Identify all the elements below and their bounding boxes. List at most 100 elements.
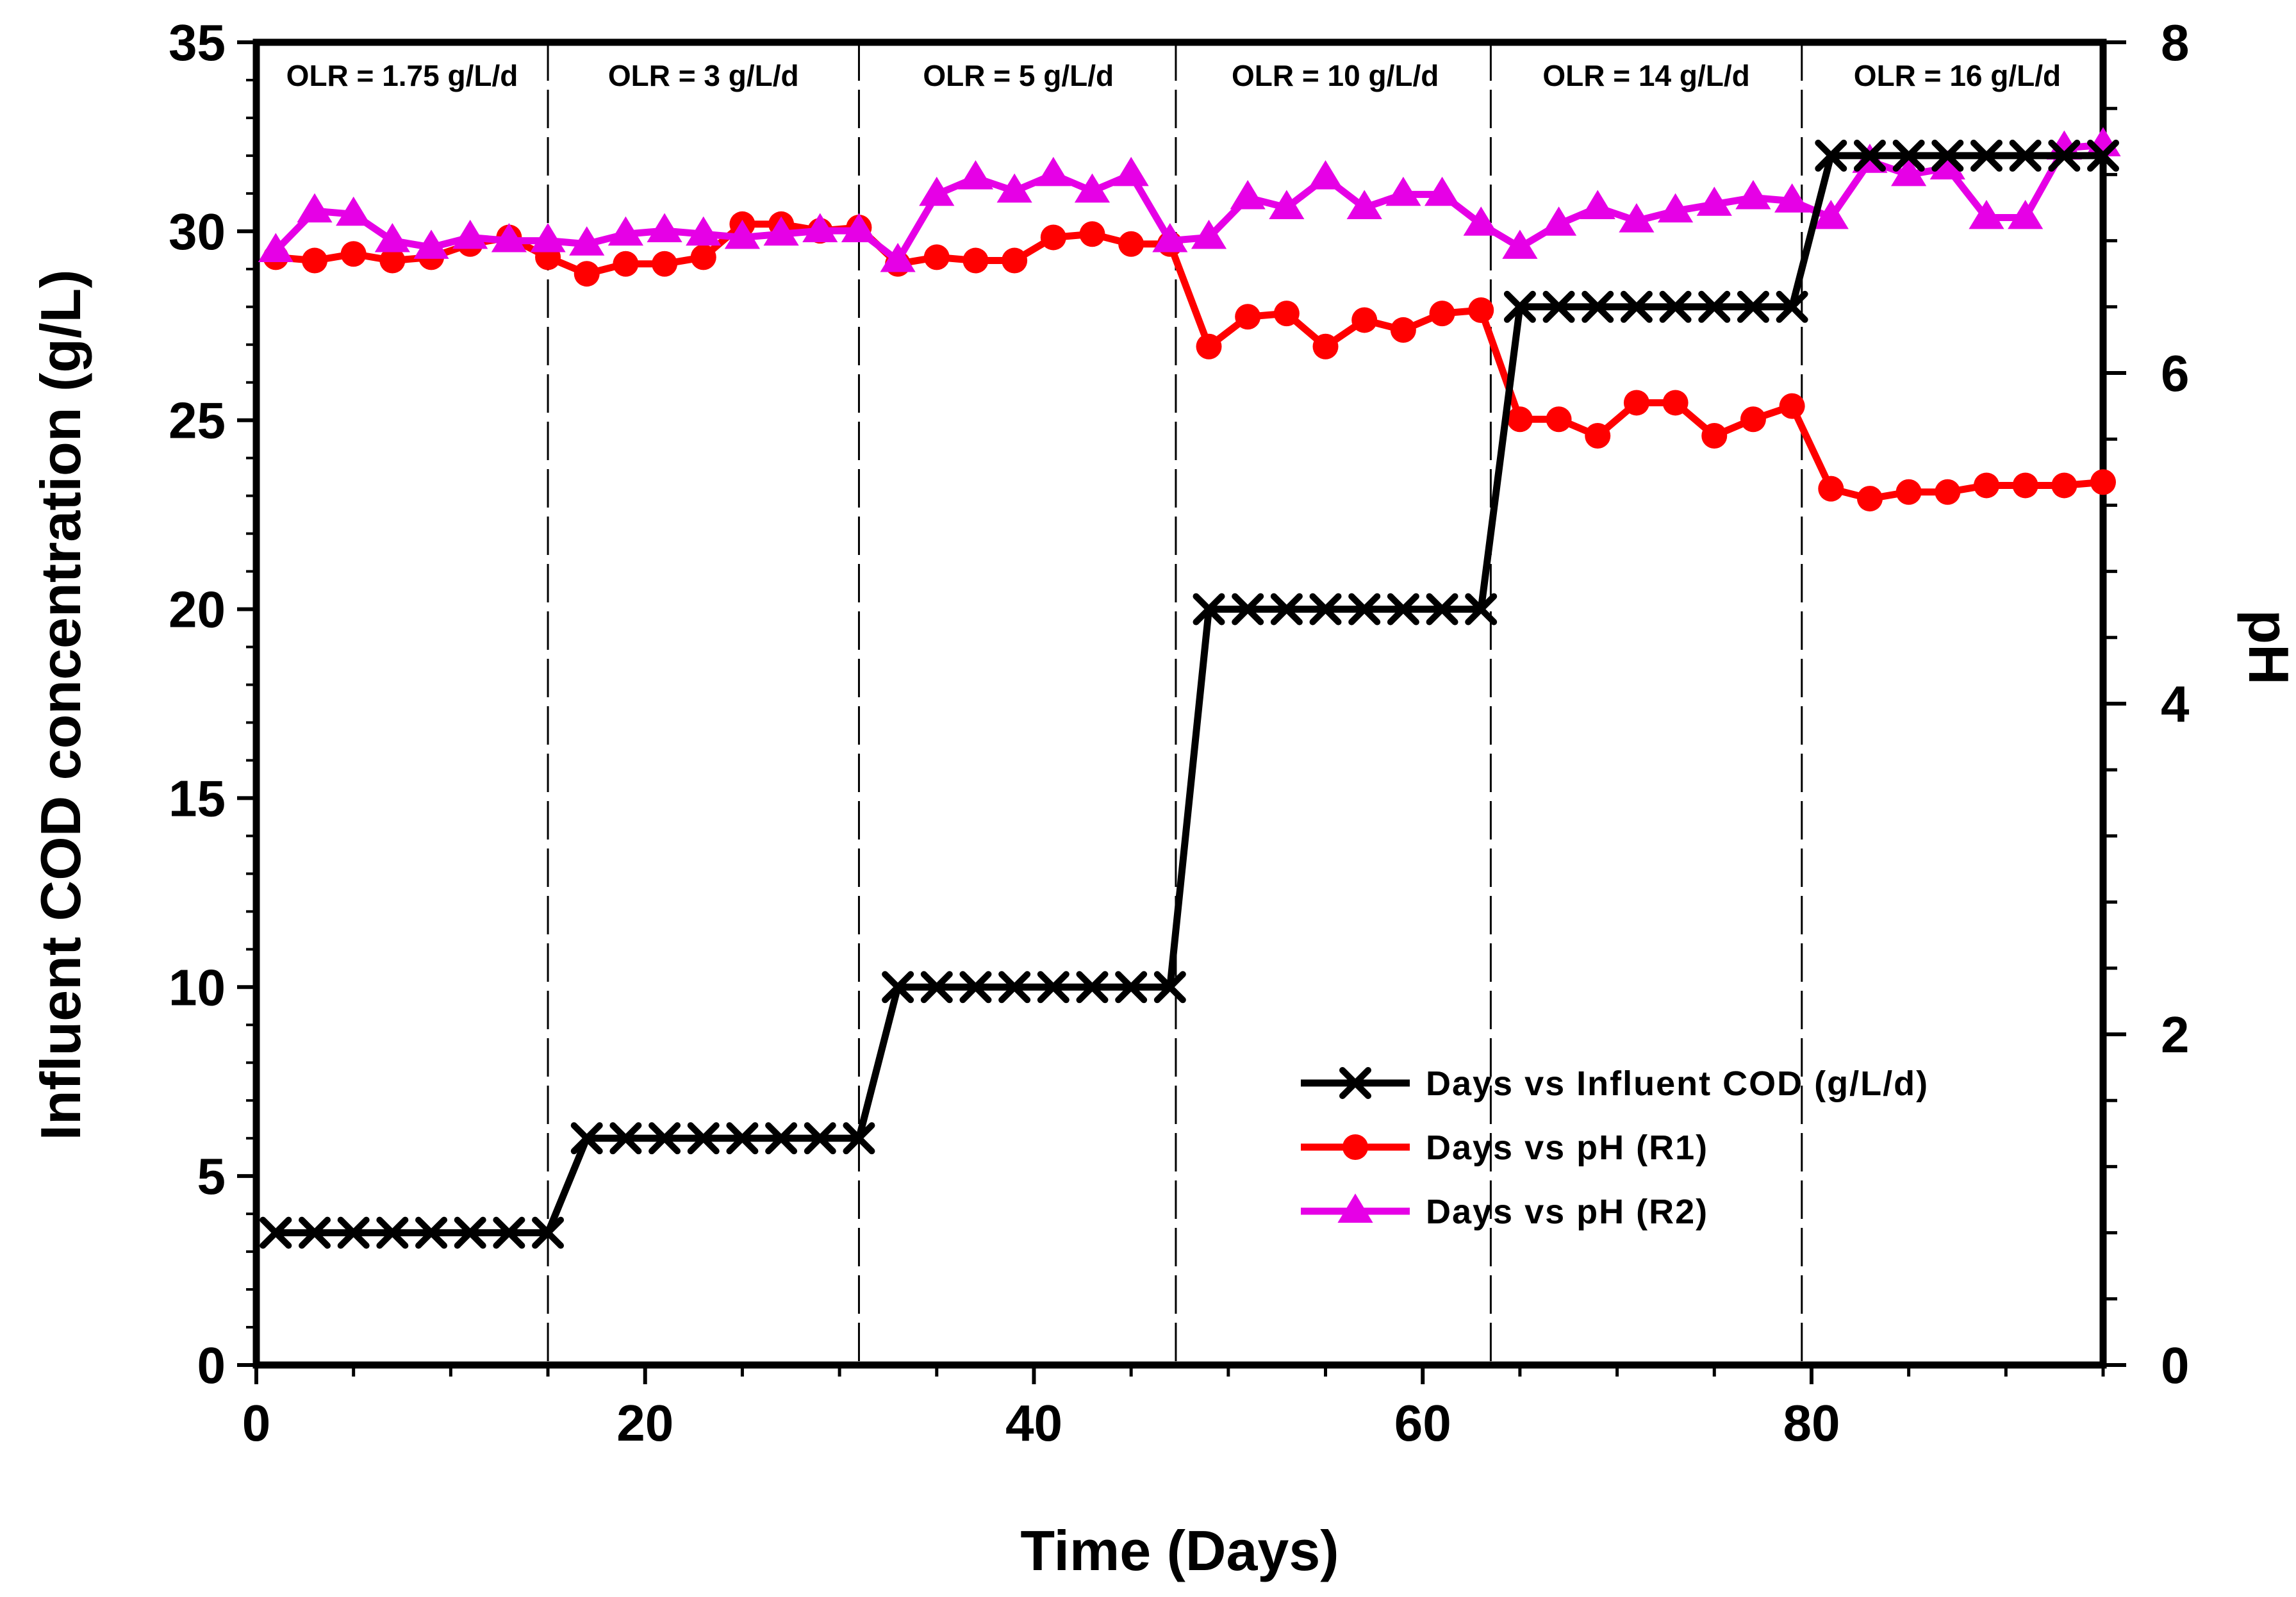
data-point	[919, 176, 955, 206]
data-point	[454, 1216, 486, 1249]
data-point-stroke	[1076, 971, 1109, 1004]
data-point	[1659, 290, 1692, 323]
data-point	[1348, 593, 1381, 625]
data-point-stroke	[2048, 139, 2081, 172]
data-point	[1002, 247, 1028, 274]
data-point	[1426, 593, 1458, 625]
x-tick-label: 60	[1394, 1394, 1451, 1452]
data-point-stroke	[804, 1122, 836, 1155]
data-point	[1856, 486, 1883, 512]
data-point	[652, 251, 678, 277]
data-point	[452, 219, 488, 249]
data-point-stroke	[765, 1122, 798, 1155]
legend-item: Days vs pH (R2)	[1301, 1193, 1708, 1231]
data-point	[609, 1122, 642, 1155]
data-point	[1465, 593, 1498, 625]
data-point	[2087, 139, 2119, 172]
data-point-stroke	[1620, 290, 1653, 323]
y-tick-label: 15	[169, 770, 226, 827]
data-point	[1429, 301, 1455, 327]
data-point	[1309, 593, 1342, 625]
data-point	[2090, 469, 2116, 495]
data-point	[1701, 423, 1728, 449]
series-1	[263, 211, 2116, 512]
data-point-stroke	[648, 1122, 681, 1155]
data-point-stroke	[1931, 139, 1964, 172]
data-point	[1929, 150, 1965, 180]
data-point	[530, 223, 566, 252]
data-point	[258, 233, 293, 263]
data-point-stroke	[1815, 139, 1847, 172]
legend-label: Days vs pH (R2)	[1426, 1193, 1708, 1231]
data-point-stroke	[1193, 593, 1225, 625]
data-point	[998, 971, 1031, 1004]
data-point	[2008, 199, 2044, 229]
tick-labels: 0 20 40 60 80 0 5 10 15 20 25 30 35 0 2 4 6 8	[169, 14, 2190, 1452]
data-point	[415, 1216, 448, 1249]
y-tick-label: 0	[197, 1337, 226, 1394]
data-point-stroke	[376, 1216, 409, 1249]
data-point	[841, 213, 877, 243]
data-point	[1074, 173, 1111, 203]
data-point-stroke	[1270, 593, 1303, 625]
x-axis-title: Time (Days)	[1020, 1519, 1339, 1582]
data-point	[1342, 1134, 1368, 1160]
data-point	[299, 1216, 331, 1249]
data-point	[690, 244, 716, 270]
data-point	[1468, 297, 1494, 323]
data-point	[302, 247, 328, 274]
data-point-stroke	[415, 1216, 448, 1249]
data-point-stroke	[570, 1122, 603, 1155]
data-point	[570, 1122, 603, 1155]
data-point	[1040, 224, 1066, 251]
data-point-stroke	[1153, 971, 1186, 1004]
y-tick-label: 20	[169, 581, 226, 638]
legend: Days vs Influent COD (g/L/d) Days vs pH (…	[1301, 1064, 1928, 1231]
data-point	[1339, 1067, 1371, 1099]
data-point	[1463, 206, 1499, 236]
data-point	[1312, 333, 1339, 360]
data-point-stroke	[1426, 593, 1458, 625]
data-point	[880, 242, 916, 272]
data-point	[1113, 156, 1149, 186]
data-point	[607, 216, 643, 246]
data-point-stroke	[1582, 290, 1614, 323]
data-point-stroke	[843, 1122, 875, 1155]
data-point	[1620, 290, 1653, 323]
data-point-stroke	[2087, 139, 2119, 172]
data-point	[1502, 229, 1538, 259]
data-point	[1853, 139, 1886, 172]
legend-item: Days vs Influent COD (g/L/d)	[1301, 1064, 1928, 1103]
data-point	[1580, 190, 1615, 219]
legend-item: Days vs pH (R1)	[1301, 1129, 1707, 1167]
data-point	[1235, 304, 1261, 330]
data-point	[1970, 139, 2003, 172]
data-point	[1969, 199, 2004, 229]
olr-phase-label: OLR = 5 g/L/d	[923, 59, 1114, 92]
data-point-stroke	[609, 1122, 642, 1155]
data-point-stroke	[687, 1122, 720, 1155]
data-point	[687, 1122, 720, 1155]
data-point	[648, 1122, 681, 1155]
data-point	[2009, 139, 2042, 172]
data-point	[1079, 221, 1105, 247]
data-point-stroke	[1737, 290, 1769, 323]
data-point	[574, 261, 600, 287]
data-point	[297, 193, 333, 223]
data-point	[1153, 971, 1186, 1004]
data-point	[337, 1216, 370, 1249]
data-point	[1346, 190, 1382, 219]
data-point	[1737, 290, 1769, 323]
data-point	[532, 1216, 565, 1249]
data-point	[1503, 290, 1536, 323]
data-point-stroke	[1853, 139, 1886, 172]
data-point	[1891, 156, 1927, 186]
data-point	[1273, 301, 1300, 327]
data-point	[1118, 231, 1144, 257]
data-point-stroke	[337, 1216, 370, 1249]
data-point	[962, 247, 989, 274]
data-point	[1935, 479, 1961, 505]
data-point-stroke	[1892, 139, 1925, 172]
data-point-stroke	[454, 1216, 486, 1249]
y2-tick-label: 2	[2161, 1006, 2190, 1063]
